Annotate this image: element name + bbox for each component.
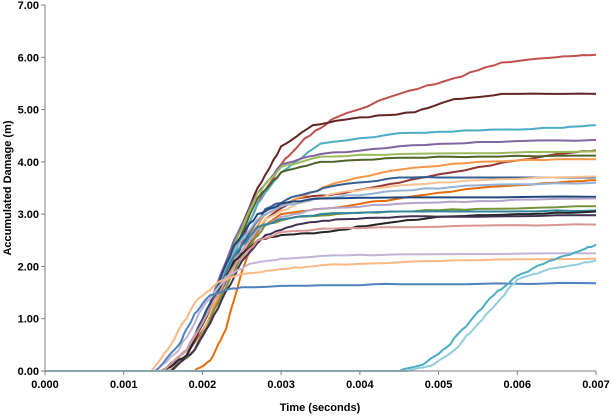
x-axis-title: Time (seconds): [280, 402, 361, 414]
series-line: [45, 243, 597, 372]
x-tick-label: 0.000: [31, 379, 59, 391]
x-tick-label: 0.001: [110, 379, 138, 391]
y-axis-title: Accumulated Damage (m): [2, 120, 14, 255]
x-tick-label: 0.004: [346, 379, 374, 391]
series-line: [45, 257, 597, 372]
x-tick-label: 0.006: [504, 379, 532, 391]
x-tick-label: 0.005: [425, 379, 453, 391]
series-line: [45, 214, 597, 372]
x-tick-label: 0.007: [582, 379, 610, 391]
y-tick-label: 1.00: [18, 314, 39, 326]
series-line: [45, 179, 597, 372]
y-tick-label: 7.00: [18, 0, 39, 12]
series-line: [45, 281, 597, 372]
x-tick-label: 0.003: [267, 379, 295, 391]
series-layer: [45, 53, 597, 372]
series-line: [45, 197, 597, 372]
x-tick-group: 0.000 0.001 0.002 0.003 0.004 0.005 0.006 0.007: [31, 371, 610, 391]
series-line: [45, 252, 597, 372]
y-tick-group: 0.00 1.00 2.00 3.00 4.00 5.00 6.00 7.00: [18, 0, 45, 378]
series-line: [45, 223, 597, 372]
y-tick-label: 0.00: [18, 366, 39, 378]
y-tick-label: 5.00: [18, 105, 39, 117]
y-tick-label: 4.00: [18, 157, 39, 169]
y-tick-label: 6.00: [18, 52, 39, 64]
y-tick-label: 3.00: [18, 209, 39, 221]
x-tick-label: 0.002: [189, 379, 217, 391]
series-line: [45, 259, 597, 372]
y-tick-label: 2.00: [18, 261, 39, 273]
